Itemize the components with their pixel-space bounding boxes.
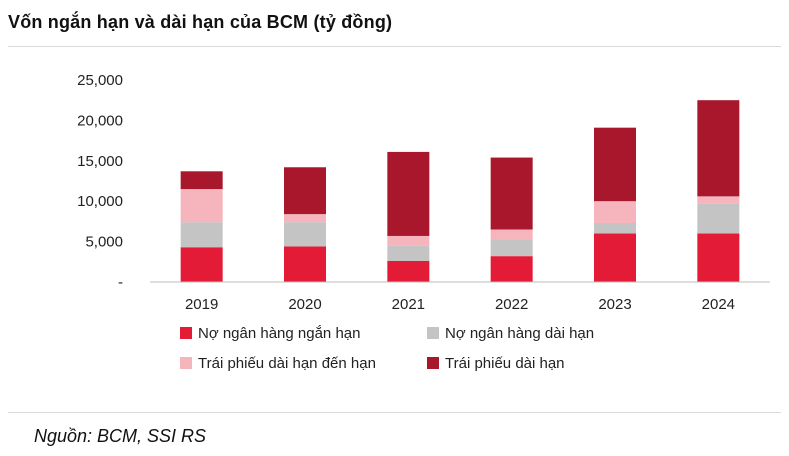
x-tick-label: 2020 bbox=[288, 296, 321, 313]
legend-swatch bbox=[427, 357, 439, 369]
bar-segment bbox=[387, 260, 430, 282]
bar-segment bbox=[490, 239, 533, 257]
y-tick-label: - bbox=[118, 274, 123, 291]
bar-segment bbox=[697, 100, 740, 197]
bar-segment bbox=[697, 233, 740, 282]
y-tick-label: 10,000 bbox=[77, 193, 123, 210]
top-divider bbox=[8, 46, 781, 47]
legend-swatch bbox=[180, 357, 192, 369]
bar-segment bbox=[284, 222, 326, 247]
source-note: Nguồn: BCM, SSI RS bbox=[34, 426, 207, 446]
bar-segment bbox=[387, 151, 430, 236]
y-axis: - 5,000 10,000 15,000 20,000 25,000 bbox=[77, 72, 123, 291]
bar-segment bbox=[284, 214, 326, 223]
bar-segment bbox=[180, 189, 223, 223]
bar-segment bbox=[387, 245, 430, 261]
bar-segment bbox=[180, 247, 223, 282]
legend-label: Nợ ngân hàng ngắn hạn bbox=[198, 325, 360, 342]
bottom-divider bbox=[8, 412, 781, 413]
x-tick-label: 2022 bbox=[495, 296, 528, 313]
y-tick-label: 25,000 bbox=[77, 72, 123, 89]
bar-segment bbox=[284, 246, 326, 282]
bar-segment bbox=[180, 222, 223, 248]
bar-segment bbox=[594, 233, 636, 282]
legend-swatch bbox=[427, 327, 439, 339]
x-axis: 2019 2020 2021 2022 2023 2024 bbox=[150, 281, 770, 313]
bar-segment bbox=[490, 157, 533, 230]
legend: Nợ ngân hàng ngắn hạn Nợ ngân hàng dài hạ… bbox=[180, 325, 594, 372]
legend-label: Trái phiếu dài hạn đến hạn bbox=[198, 355, 376, 372]
bar-segment bbox=[594, 223, 636, 234]
chart-title: Vốn ngắn hạn và dài hạn của BCM (tỷ đồng… bbox=[8, 12, 393, 32]
bar-segment bbox=[180, 171, 223, 190]
x-tick-label: 2021 bbox=[392, 296, 425, 313]
bar-segment bbox=[387, 235, 430, 246]
legend-swatch bbox=[180, 327, 192, 339]
bars bbox=[180, 100, 740, 282]
x-tick-label: 2023 bbox=[598, 296, 631, 313]
y-tick-label: 5,000 bbox=[85, 234, 123, 251]
bar-segment bbox=[594, 201, 636, 224]
bar-segment bbox=[697, 196, 740, 204]
y-tick-label: 15,000 bbox=[77, 153, 123, 170]
y-tick-label: 20,000 bbox=[77, 112, 123, 129]
legend-label: Nợ ngân hàng dài hạn bbox=[445, 325, 594, 342]
legend-label: Trái phiếu dài hạn bbox=[445, 355, 565, 372]
bar-segment bbox=[490, 256, 533, 282]
x-tick-label: 2024 bbox=[702, 296, 735, 313]
bar-segment bbox=[490, 229, 533, 240]
bar-segment bbox=[697, 203, 740, 234]
x-tick-label: 2019 bbox=[185, 296, 218, 313]
bar-segment bbox=[594, 127, 636, 202]
bar-segment bbox=[284, 167, 326, 215]
